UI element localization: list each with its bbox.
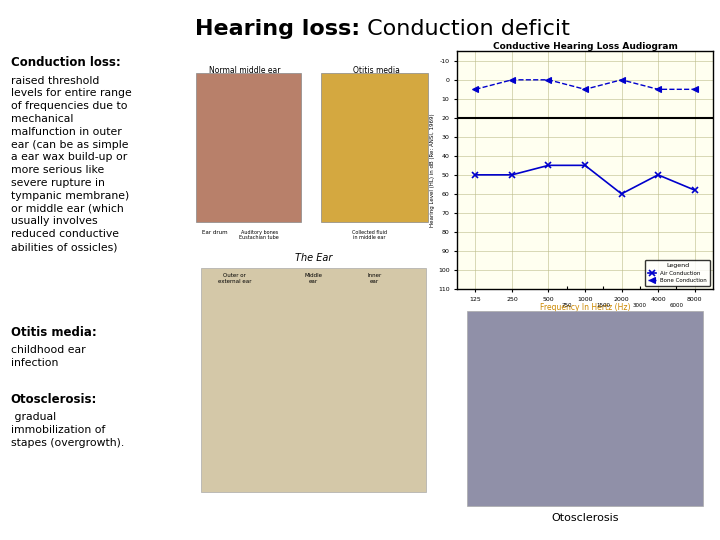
Bone Conduction (617, 77, 626, 83)
Text: Conduction loss:: Conduction loss: (11, 56, 120, 70)
Text: raised threshold
levels for entire range
of frequencies due to
mechanical
malfun: raised threshold levels for entire range… (11, 76, 132, 252)
Text: The Ear: The Ear (294, 253, 332, 264)
Air Conduction (544, 162, 553, 168)
Legend: Air Conduction, Bone Conduction: Air Conduction, Bone Conduction (645, 260, 710, 286)
Air Conduction (508, 172, 516, 178)
Bone Conduction (508, 77, 516, 83)
Text: Hearing loss:: Hearing loss: (195, 19, 360, 39)
Text: Otosclerosis: Otosclerosis (552, 513, 618, 523)
Text: Otosclerosis:: Otosclerosis: (11, 393, 97, 406)
Text: Middle
ear: Middle ear (304, 273, 323, 284)
Text: Otitis media: Otitis media (354, 66, 400, 75)
Text: Outer or
external ear: Outer or external ear (218, 273, 251, 284)
Air Conduction (690, 187, 699, 193)
Text: Otitis media:: Otitis media: (11, 326, 96, 339)
Line: Bone Conduction: Bone Conduction (472, 77, 698, 92)
Air Conduction (580, 162, 589, 168)
Bar (320, 73, 428, 222)
Bone Conduction (471, 86, 480, 92)
Bone Conduction (580, 86, 589, 92)
Title: Conductive Hearing Loss Audiogram: Conductive Hearing Loss Audiogram (492, 42, 678, 51)
Air Conduction (471, 172, 480, 178)
Bar (467, 311, 703, 506)
X-axis label: Frequency In Hertz (Hz): Frequency In Hertz (Hz) (540, 303, 630, 312)
Bar (196, 73, 301, 222)
Bone Conduction (654, 86, 662, 92)
Bone Conduction (544, 77, 553, 83)
Line: Air Conduction: Air Conduction (472, 162, 698, 197)
Y-axis label: Hearing Level (HL) in dB (Re: ANSI, 1969): Hearing Level (HL) in dB (Re: ANSI, 1969… (430, 113, 435, 227)
Text: Ear drum: Ear drum (202, 230, 228, 234)
Text: Inner
ear: Inner ear (367, 273, 382, 284)
Text: Normal middle ear: Normal middle ear (209, 66, 280, 75)
Air Conduction (617, 191, 626, 197)
Text: gradual
immobilization of
stapes (overgrowth).: gradual immobilization of stapes (overgr… (11, 412, 124, 448)
Text: Conduction deficit: Conduction deficit (360, 19, 570, 39)
Text: Collected fluid
in middle ear: Collected fluid in middle ear (352, 230, 387, 240)
Text: childhood ear
infection: childhood ear infection (11, 345, 86, 368)
Air Conduction (654, 172, 662, 178)
Text: Auditory bones
Eustachian tube: Auditory bones Eustachian tube (240, 230, 279, 240)
Bone Conduction (690, 86, 699, 92)
